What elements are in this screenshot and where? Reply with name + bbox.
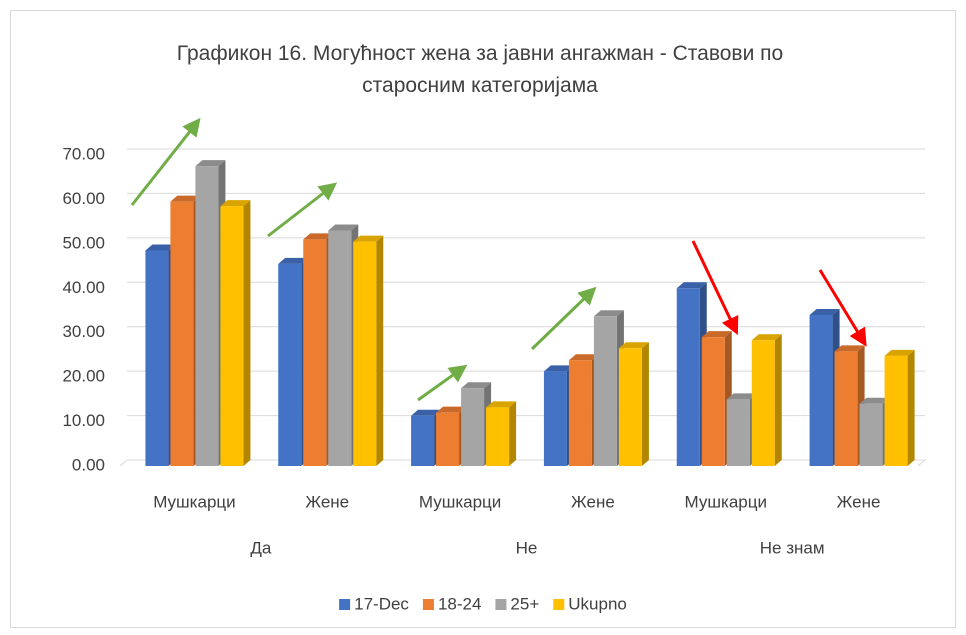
bar-top (220, 200, 251, 207)
legend-label: Ukupno (568, 594, 627, 613)
bar (834, 351, 858, 466)
legend-swatch (422, 599, 434, 610)
bar-top (486, 401, 517, 408)
bar (593, 316, 617, 466)
x-tick-label: Жене (571, 492, 615, 511)
y-tick-label: 0.00 (72, 455, 105, 474)
legend: 17-Dec 18-24 25+ Ukupno (339, 594, 627, 613)
x-tick-label: Мушкарци (153, 492, 235, 511)
legend-swatch (495, 599, 507, 610)
chart-title: Графикон 16. Могућност жена за јавни анг… (176, 42, 784, 97)
bar-side (641, 342, 649, 466)
bar-top (809, 308, 840, 315)
legend-label: 17-Dec (354, 594, 409, 613)
bar (353, 241, 377, 466)
y-tick-label: 60.00 (62, 189, 105, 208)
bar (701, 337, 725, 466)
x-tick-label: Мушкарци (419, 492, 501, 511)
arrow (818, 269, 867, 347)
legend-label: 25+ (510, 594, 539, 613)
bar (618, 348, 642, 466)
x-tick-label: Жене (837, 492, 881, 511)
bar (303, 239, 327, 466)
bar (859, 403, 883, 466)
bar-top (568, 354, 599, 361)
y-tick-label: 70.00 (62, 144, 105, 163)
y-tick-label: 30.00 (62, 322, 105, 341)
bar-top (170, 195, 201, 202)
bar-top (676, 282, 707, 289)
floor (119, 459, 927, 467)
bar (328, 230, 352, 466)
plot-area: 0.00 10.00 20.00 30.00 40.00 50.00 60.00 70.00 М… (62, 144, 927, 557)
bar-top (834, 345, 865, 352)
bar (676, 288, 700, 466)
x-tick-label: Жене (305, 492, 349, 511)
bar (809, 314, 833, 466)
bar-side (243, 200, 251, 467)
bar-top (303, 233, 334, 240)
arrow (267, 182, 338, 238)
arrow (530, 286, 597, 351)
bar-top (436, 406, 467, 413)
bar (220, 206, 244, 467)
bar-side (907, 349, 915, 466)
bar (436, 412, 460, 466)
bar (751, 340, 775, 466)
bar (568, 360, 592, 466)
bar (145, 250, 169, 466)
bar-top (278, 257, 309, 264)
bar-top (543, 365, 574, 372)
bar-top (726, 393, 757, 400)
bar (884, 355, 908, 466)
legend-label: 18-24 (438, 594, 481, 613)
x-group-label: Не (516, 538, 538, 557)
annotations (130, 117, 867, 402)
bar (170, 201, 194, 466)
bar (726, 399, 750, 466)
bar-side (509, 401, 517, 466)
y-tick-label: 50.00 (62, 233, 105, 252)
bar (543, 371, 567, 466)
bar-top (353, 235, 384, 242)
bar-top (859, 397, 890, 404)
y-tick-label: 20.00 (62, 367, 105, 386)
arrow (417, 364, 468, 402)
bar-top (618, 342, 649, 349)
bar (411, 415, 435, 466)
bar (461, 388, 485, 466)
bar-top (145, 244, 176, 251)
bar-top (751, 334, 782, 341)
bar-side (774, 334, 782, 466)
bar (195, 166, 219, 466)
arrow (691, 240, 739, 336)
bar-side (376, 235, 384, 466)
bar (278, 263, 302, 466)
x-group-label: Да (250, 538, 272, 557)
legend-swatch (339, 599, 351, 610)
y-tick-label: 40.00 (62, 278, 105, 297)
y-tick-label: 10.00 (62, 411, 105, 430)
bar-top (593, 310, 624, 317)
bar (486, 407, 510, 466)
bar-top (328, 224, 359, 231)
x-group-label: Не знам (760, 538, 825, 557)
arrow (130, 117, 201, 206)
bar-top (195, 160, 226, 167)
bar-top (411, 409, 442, 416)
x-tick-label: Мушкарци (685, 492, 767, 511)
bar-top (884, 349, 915, 356)
legend-swatch (553, 599, 565, 610)
bar-top (461, 382, 492, 389)
